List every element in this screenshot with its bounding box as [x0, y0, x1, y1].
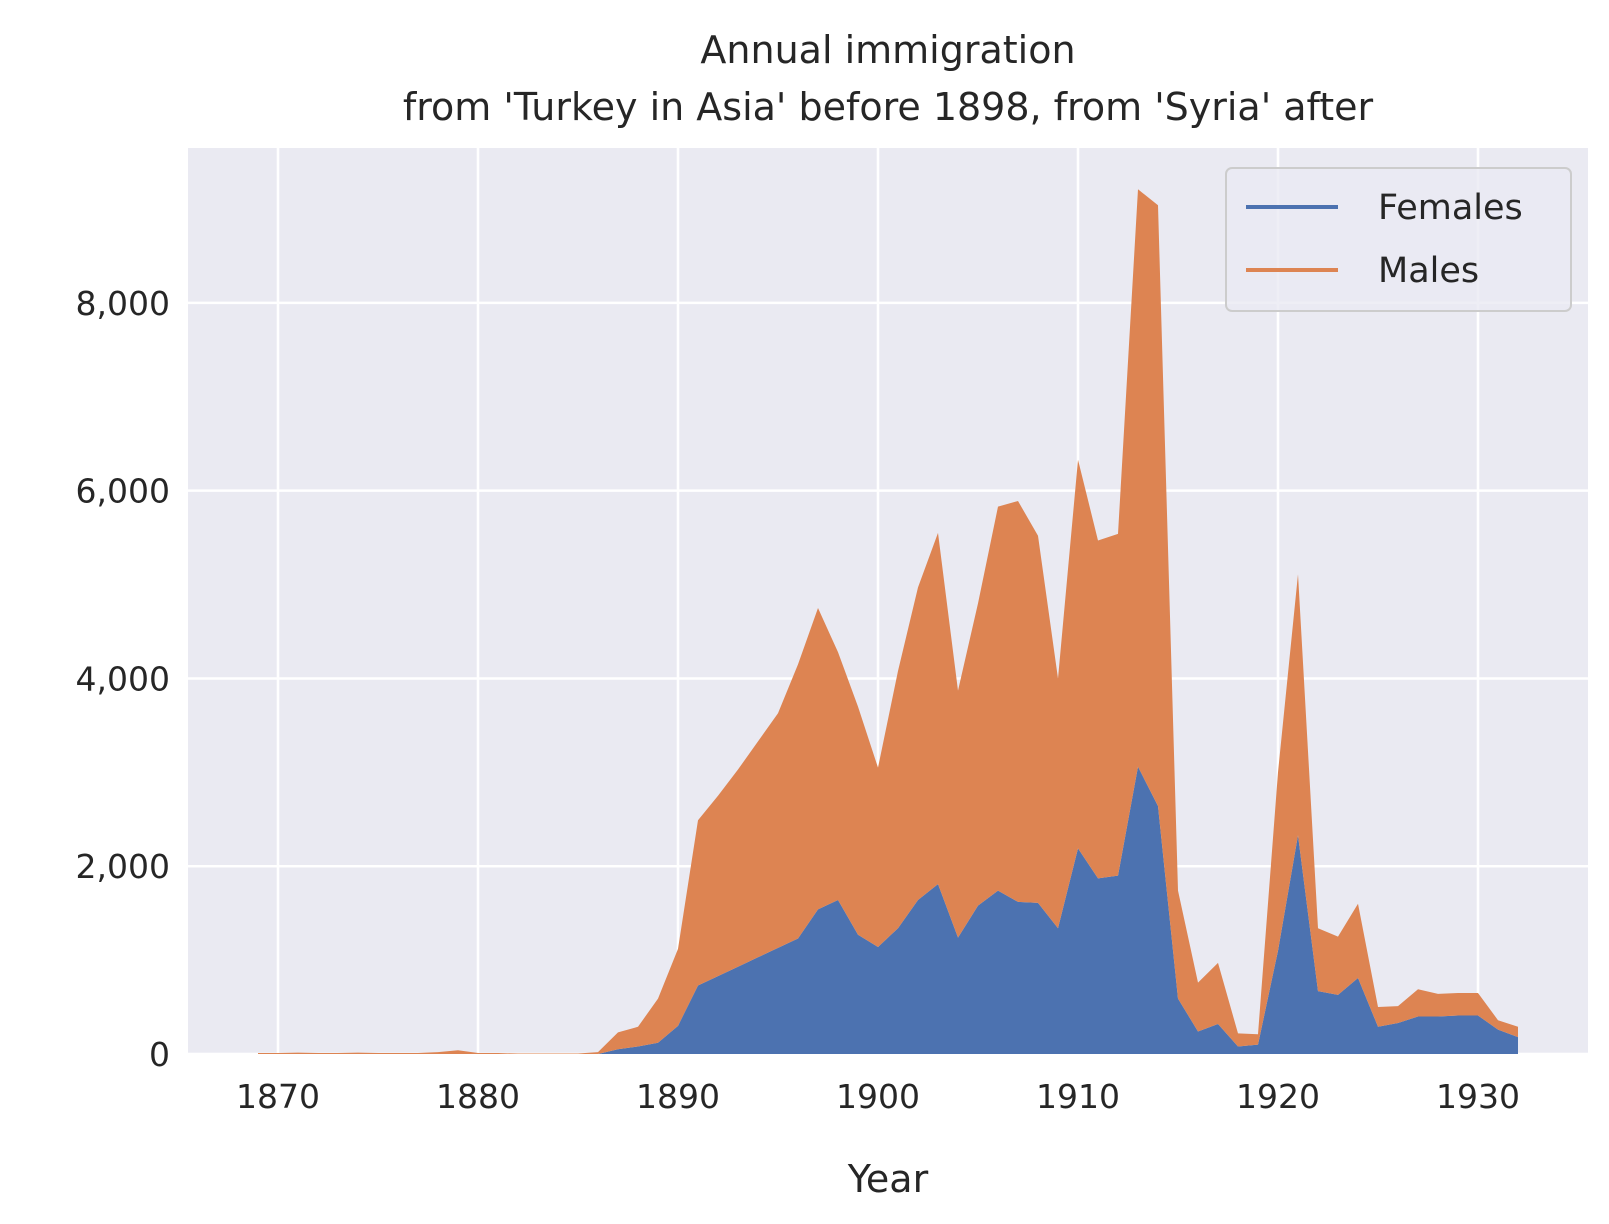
chart-title: Annual immigration — [700, 28, 1075, 72]
legend: Females Males — [1225, 167, 1572, 312]
legend-frame — [1225, 167, 1572, 312]
x-tick-label: 1880 — [436, 1077, 520, 1116]
stacked-areas — [258, 189, 1518, 1054]
area-females — [258, 766, 1518, 1054]
area-males — [258, 189, 1518, 1054]
y-tick-label: 6,000 — [76, 472, 170, 511]
x-tick-label: 1910 — [1036, 1077, 1120, 1116]
legend-label-females: Females — [1378, 188, 1523, 228]
x-axis-ticks: 1870 1880 1890 1900 1910 1920 1930 — [236, 1077, 1520, 1116]
y-tick-label: 2,000 — [76, 847, 170, 886]
x-axis-label: Year — [847, 1157, 929, 1201]
y-tick-label: 4,000 — [76, 659, 170, 698]
chart-subtitle: from 'Turkey in Asia' before 1898, from … — [403, 85, 1374, 129]
legend-label-males: Males — [1378, 251, 1479, 291]
y-axis-ticks: 0 2,000 4,000 6,000 8,000 — [76, 284, 170, 1074]
x-tick-label: 1900 — [836, 1077, 920, 1116]
y-tick-label: 8,000 — [76, 284, 170, 323]
x-tick-label: 1890 — [636, 1077, 720, 1116]
x-tick-label: 1920 — [1236, 1077, 1320, 1116]
y-tick-label: 0 — [149, 1035, 170, 1074]
x-tick-label: 1930 — [1436, 1077, 1520, 1116]
x-tick-label: 1870 — [236, 1077, 320, 1116]
